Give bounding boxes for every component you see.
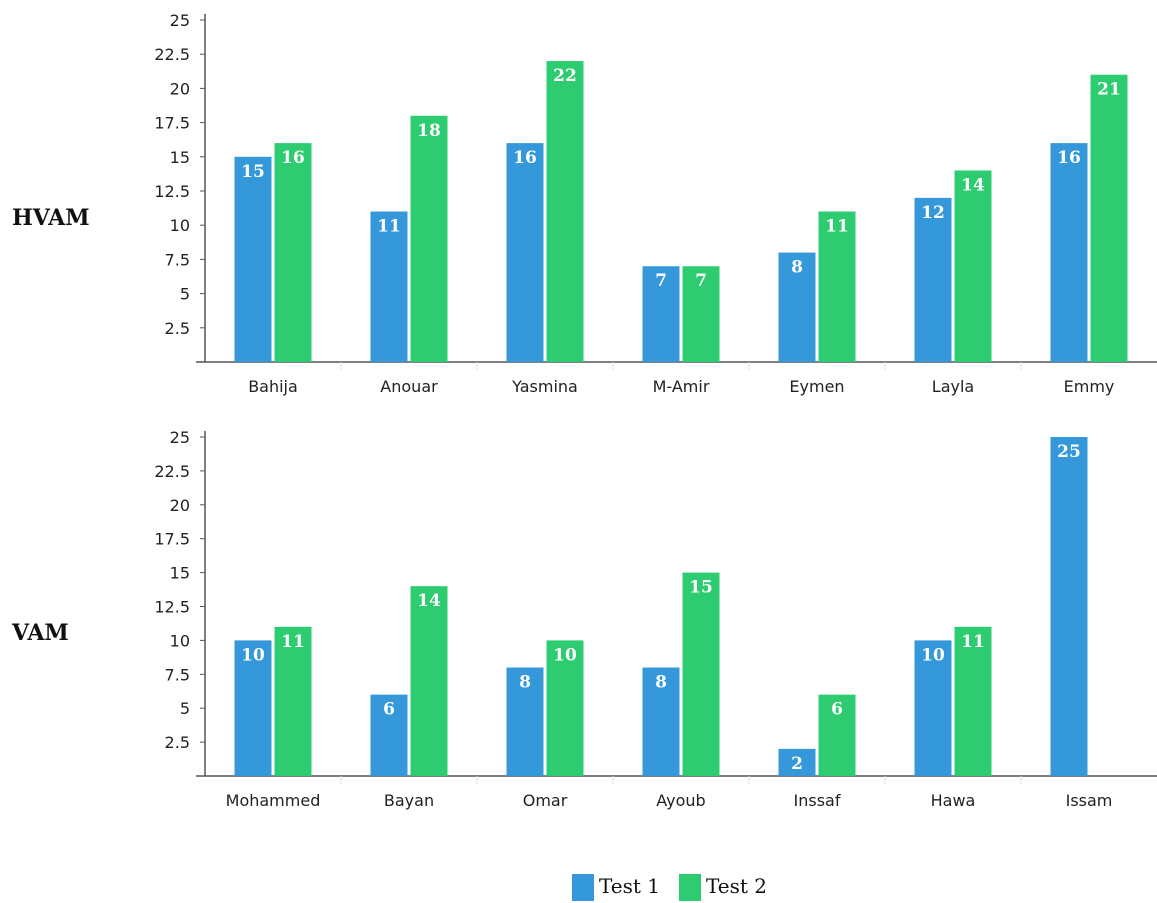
- y-tick-label: 15: [170, 148, 190, 167]
- bar-test1: [234, 156, 272, 362]
- bar-data-label: 7: [655, 271, 667, 291]
- bar-test1: [642, 667, 680, 776]
- y-tick-label: 7.5: [165, 250, 190, 269]
- bar-data-label: 25: [1057, 442, 1081, 462]
- bar-test2: [682, 572, 720, 776]
- y-tick-label: 12.5: [154, 598, 190, 617]
- bar-data-label: 16: [281, 148, 305, 168]
- y-tick-label: 10: [170, 216, 190, 235]
- bar-test2: [274, 143, 312, 362]
- y-tick-label: 17.5: [154, 530, 190, 549]
- bar-test2: [274, 626, 312, 776]
- bar-test1: [1050, 143, 1088, 362]
- bar-test1: [506, 143, 544, 362]
- bar-data-label: 2: [791, 754, 803, 774]
- bar-data-label: 11: [825, 217, 849, 237]
- bar-data-label: 8: [791, 258, 803, 278]
- y-tick-label: 25: [170, 428, 190, 447]
- bar-data-label: 10: [241, 645, 265, 665]
- bar-test2: [954, 170, 992, 362]
- y-tick-label: 22.5: [154, 462, 190, 481]
- bar-data-label: 18: [417, 121, 441, 141]
- y-tick-label: 20: [170, 496, 190, 515]
- y-tick-label: 5: [180, 285, 190, 304]
- bar-data-label: 8: [519, 673, 531, 693]
- x-tick-label: Bahija: [248, 377, 298, 396]
- bar-test2: [410, 115, 448, 362]
- bar-test2: [546, 61, 584, 362]
- bar-test1: [778, 748, 816, 776]
- bar-data-label: 7: [695, 271, 707, 291]
- bar-data-label: 15: [241, 162, 265, 182]
- bar-data-label: 6: [383, 700, 395, 720]
- bar-test1: [914, 640, 952, 776]
- x-tick-label: Yasmina: [511, 377, 578, 396]
- bar-test1: [370, 694, 408, 776]
- x-tick-label: Bayan: [384, 791, 434, 810]
- x-tick-label: Omar: [523, 791, 568, 810]
- bar-test2: [1090, 74, 1128, 362]
- bar-data-label: 11: [281, 632, 305, 652]
- y-tick-label: 2.5: [165, 733, 190, 752]
- y-tick-label: 25: [170, 11, 190, 30]
- legend-swatch-test1: [572, 874, 594, 901]
- bar-data-label: 16: [1057, 148, 1081, 168]
- bar-data-label: 11: [961, 632, 985, 652]
- bar-data-label: 12: [921, 203, 945, 223]
- x-tick-label: Inssaf: [794, 791, 841, 810]
- bar-test2: [682, 266, 720, 362]
- bar-test1: [506, 667, 544, 776]
- x-tick-label: Ayoub: [656, 791, 705, 810]
- bar-test2: [410, 586, 448, 776]
- bar-test2: [546, 640, 584, 776]
- x-tick-label: Mohammed: [226, 791, 321, 810]
- x-tick-label: Issam: [1066, 791, 1113, 810]
- legend-label: Test 2: [706, 874, 767, 898]
- bar-data-label: 22: [553, 66, 577, 86]
- x-tick-label: Layla: [932, 377, 974, 396]
- y-tick-label: 10: [170, 631, 190, 650]
- bar-data-label: 6: [831, 700, 843, 720]
- bar-test2: [954, 626, 992, 776]
- x-tick-label: M-Amir: [653, 377, 710, 396]
- legend-swatch-test2: [679, 874, 701, 901]
- y-tick-label: 17.5: [154, 114, 190, 133]
- chart-group-label: HVAM: [12, 205, 90, 231]
- y-tick-label: 22.5: [154, 45, 190, 64]
- x-tick-label: Emmy: [1064, 377, 1115, 396]
- bar-test1: [778, 252, 816, 362]
- y-tick-label: 15: [170, 564, 190, 583]
- y-tick-label: 12.5: [154, 182, 190, 201]
- x-tick-label: Eymen: [789, 377, 844, 396]
- y-tick-label: 20: [170, 79, 190, 98]
- bar-data-label: 15: [689, 578, 713, 598]
- bar-test2: [818, 694, 856, 776]
- legend-label: Test 1: [599, 874, 660, 898]
- bar-data-label: 8: [655, 673, 667, 693]
- bar-data-label: 21: [1097, 80, 1121, 100]
- bar-data-label: 14: [417, 591, 441, 611]
- y-tick-label: 2.5: [165, 319, 190, 338]
- bar-test1: [914, 197, 952, 362]
- x-tick-label: Hawa: [931, 791, 976, 810]
- y-tick-label: 5: [180, 699, 190, 718]
- chart-group-label: VAM: [11, 620, 69, 646]
- bar-test1: [370, 211, 408, 362]
- y-tick-label: 7.5: [165, 665, 190, 684]
- bar-data-label: 14: [961, 175, 985, 195]
- bar-test1: [1050, 437, 1088, 776]
- bar-data-label: 16: [513, 148, 537, 168]
- bar-test2: [818, 211, 856, 362]
- x-tick-label: Anouar: [380, 377, 438, 396]
- bar-data-label: 10: [921, 645, 945, 665]
- bar-test1: [642, 266, 680, 362]
- bar-data-label: 10: [553, 645, 577, 665]
- bar-test1: [234, 640, 272, 776]
- bar-data-label: 11: [377, 217, 401, 237]
